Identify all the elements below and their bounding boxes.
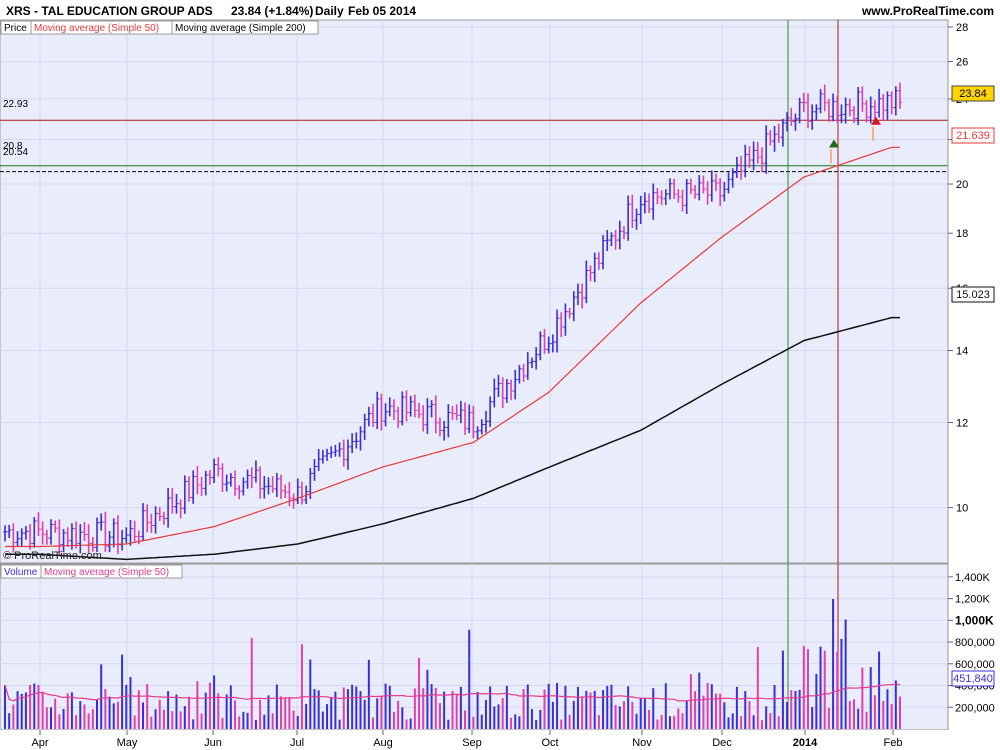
last-volume-box: 451,840	[953, 673, 993, 685]
time-axis: Apr May Jun Jul Aug Sep Oct Nov Dec 2014 Feb	[0, 730, 1000, 750]
symbol-title: XRS - TAL EDUCATION GROUP ADS	[6, 4, 213, 18]
volume-tick-label: 200,000	[955, 702, 995, 714]
time-tick-label: Nov	[632, 737, 652, 749]
volume-legend: Volume Moving average (Simple 50)	[0, 564, 183, 579]
volume-value-box: 451,840	[951, 670, 995, 687]
price-panel: Price Moving average (Simple 50) Moving …	[0, 19, 949, 564]
legend-volume: Volume	[4, 567, 38, 578]
ma50-value-box: 21.639	[956, 130, 990, 142]
price-tick-label: 12	[956, 417, 968, 429]
time-tick-label: Dec	[712, 737, 732, 749]
volume-gridlines	[0, 564, 948, 730]
time-tick-label: Feb	[884, 737, 903, 749]
signal-arrows	[829, 116, 881, 164]
last-price-box: 23.84	[959, 88, 987, 100]
price-change: 23.84 (+1.84%)	[231, 4, 313, 18]
legend-ma50: Moving average (Simple 50)	[34, 23, 159, 34]
volume-ma-line	[4, 683, 901, 702]
volume-bars	[4, 598, 901, 729]
hline-label-2: 20.8	[3, 141, 23, 152]
volume-tick-label: 1,400K	[955, 572, 991, 584]
time-tick-label: Sep	[462, 737, 482, 749]
signal-arrow	[871, 116, 881, 125]
time-tick-label: Oct	[541, 737, 558, 749]
header-bar: XRS - TAL EDUCATION GROUP ADS 23.84 (+1.…	[0, 0, 1000, 20]
price-tick-label: 28	[956, 22, 968, 34]
time-tick-label: Jun	[204, 737, 222, 749]
hline-label-1: 22.93	[3, 99, 28, 110]
time-tick-label: Apr	[31, 737, 48, 749]
time-tick-label: Jul	[290, 737, 304, 749]
price-legend: Price Moving average (Simple 50) Moving …	[0, 20, 319, 35]
volume-panel: Volume Moving average (Simple 50)	[0, 563, 949, 731]
horizontal-lines	[0, 119, 948, 173]
ma50-line	[5, 146, 900, 548]
time-tick-label: Aug	[373, 737, 393, 749]
date-label: Feb 05 2014	[348, 4, 416, 18]
volume-tick-label: 1,000K	[955, 613, 994, 627]
legend-volume-ma: Moving average (Simple 50)	[44, 567, 169, 578]
legend-ma200: Moving average (Simple 200)	[175, 23, 306, 34]
volume-tick-label: 600,000	[955, 659, 995, 671]
ma200-value-box: 15.023	[956, 289, 990, 301]
price-tick-label: 26	[956, 57, 968, 69]
hline-label-3: 20.54	[3, 147, 28, 158]
price-value-boxes: 23.84 21.639 15.023	[951, 85, 995, 303]
volume-tick-label: 1,200K	[955, 594, 991, 606]
price-gridlines	[0, 20, 948, 563]
time-tick-label: 2014	[793, 737, 818, 749]
volume-axis: 200,000400,000600,000800,0001,000K1,200K…	[947, 564, 995, 730]
signal-arrow	[829, 139, 839, 148]
watermark: © ProRealTime.com	[3, 550, 102, 562]
ma200-line	[5, 316, 900, 561]
price-tick-label: 14	[956, 346, 968, 358]
time-tick-label: May	[117, 737, 138, 749]
price-tick-label: 18	[956, 228, 968, 240]
legend-price: Price	[4, 23, 27, 34]
period-label: Daily	[315, 4, 344, 18]
price-tick-label: 20	[956, 179, 968, 191]
site-label[interactable]: www.ProRealTime.com	[861, 4, 994, 18]
volume-tick-label: 800,000	[955, 637, 995, 649]
price-bars	[3, 82, 902, 555]
price-tick-label: 10	[956, 503, 968, 515]
